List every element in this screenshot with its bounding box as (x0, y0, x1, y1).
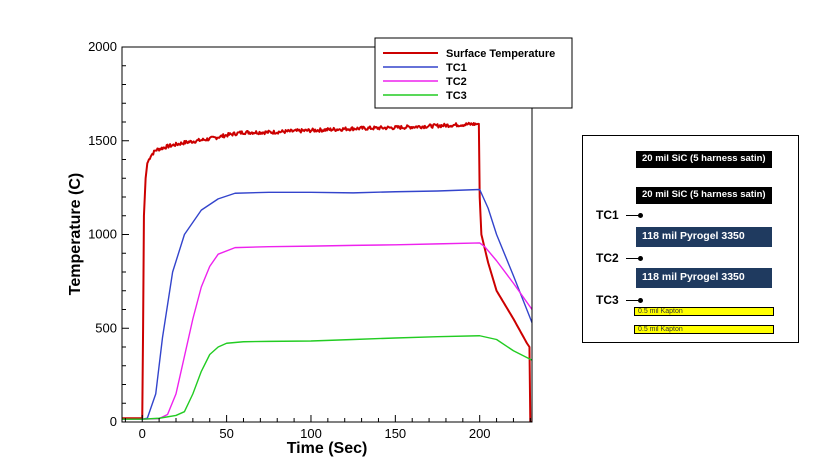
x-tick-label: 50 (219, 426, 233, 441)
series-lines (122, 121, 532, 422)
x-tick-label: 150 (384, 426, 406, 441)
layer-sic-1: 20 mil SiC (5 harness satin) (636, 151, 772, 168)
tc1-marker (638, 213, 643, 218)
layer-kapton-1: 0.5 mil Kapton (634, 307, 774, 316)
x-axis-title: Time (Sec) (287, 440, 368, 457)
series-line-tc2 (122, 242, 532, 420)
legend-label: TC3 (446, 90, 467, 102)
y-tick-label: 2000 (88, 39, 117, 54)
series-line-tc3 (122, 335, 532, 420)
y-tick-label: 1500 (88, 133, 117, 148)
legend-label: TC2 (446, 76, 467, 88)
series-line-tc1 (122, 188, 532, 420)
series-line-surface-temperature (122, 121, 532, 422)
layup-diagram: 20 mil SiC (5 harness satin) 20 mil SiC … (582, 135, 799, 343)
tc2-label: TC2 (596, 251, 619, 265)
layer-pyrogel-2: 118 mil Pyrogel 3350 (636, 268, 772, 288)
y-tick-label: 500 (95, 320, 117, 335)
layer-sic-2: 20 mil SiC (5 harness satin) (636, 187, 772, 204)
legend-label: TC1 (446, 62, 467, 74)
layer-pyrogel-1: 118 mil Pyrogel 3350 (636, 227, 772, 247)
y-tick-label: 0 (110, 414, 117, 429)
legend-label: Surface Temperature (446, 48, 555, 60)
y-axis-title: Temperature (C) (67, 173, 84, 295)
tc3-label: TC3 (596, 293, 619, 307)
x-tick-label: 0 (139, 426, 146, 441)
layer-kapton-2: 0.5 mil Kapton (634, 325, 774, 334)
y-tick-label: 1000 (88, 227, 117, 242)
tc2-marker (638, 256, 643, 261)
x-tick-label: 100 (300, 426, 322, 441)
tc1-leader (626, 215, 640, 216)
x-tick-label: 200 (469, 426, 491, 441)
legend: Surface Temperature TC1 TC2 TC3 (374, 37, 573, 109)
tc3-leader (626, 300, 640, 301)
tc1-label: TC1 (596, 208, 619, 222)
tc3-marker (638, 298, 643, 303)
tc2-leader (626, 258, 640, 259)
legend-box (374, 37, 573, 109)
